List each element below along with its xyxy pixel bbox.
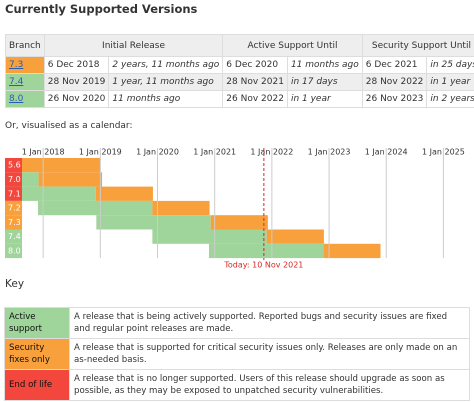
key-text: A release that is no longer supported. U… bbox=[69, 369, 470, 401]
version-label-bg bbox=[5, 172, 22, 187]
relative-date: in 1 year bbox=[286, 90, 363, 108]
header-cell: Branch bbox=[5, 34, 45, 57]
security-bar bbox=[38, 172, 103, 187]
tick-label: 1 Jan 2025 bbox=[422, 148, 465, 157]
active-bar bbox=[96, 215, 211, 230]
versions-table: Branch Initial Release Active Support Unti… bbox=[5, 34, 474, 108]
version-label-bg bbox=[5, 243, 22, 259]
date-cell: 26 Nov 2020 bbox=[43, 90, 110, 108]
key-heading: Key bbox=[5, 278, 25, 290]
header-cell: Initial Release bbox=[43, 34, 224, 57]
relative-date: 11 months ago bbox=[108, 90, 224, 108]
key-label: Security fixes only bbox=[4, 338, 70, 370]
key-label: Active support bbox=[4, 307, 70, 339]
version-label: 7.4 bbox=[8, 232, 21, 241]
version-label-bg bbox=[5, 229, 22, 244]
key-text: A release that is supported for critical… bbox=[69, 338, 470, 370]
header-cell: Active Support Until bbox=[222, 34, 363, 57]
header-cell: Security Support Until bbox=[361, 34, 474, 57]
version-label: 8.0 bbox=[8, 246, 21, 255]
tick-label: 1 Jan 2024 bbox=[365, 148, 408, 157]
version-label-bg bbox=[5, 186, 22, 201]
version-label-bg bbox=[5, 158, 22, 173]
tick-label: 1 Jan 2019 bbox=[79, 148, 122, 157]
version-row: 7.4 28 Nov 2019 1 year, 11 months ago 28 No… bbox=[5, 73, 474, 91]
active-bar bbox=[38, 200, 153, 216]
version-label: 7.0 bbox=[8, 175, 21, 184]
active-bar bbox=[22, 172, 39, 187]
tick-label: 1 Jan 2020 bbox=[136, 148, 179, 157]
active-bar bbox=[22, 186, 96, 201]
security-bar bbox=[22, 158, 101, 173]
security-bar bbox=[323, 243, 381, 259]
version-label-bg bbox=[5, 200, 22, 216]
today-label: Today: 10 Nov 2021 bbox=[223, 261, 303, 270]
tick-label: 1 Jan 2022 bbox=[250, 148, 293, 157]
version-link[interactable]: 7.4 bbox=[9, 77, 24, 87]
version-label-bg bbox=[5, 215, 22, 230]
branch-cell: 7.4 bbox=[5, 73, 45, 91]
date-cell: 26 Nov 2023 bbox=[361, 90, 428, 108]
security-bar bbox=[266, 229, 324, 244]
tick-label: 1 Jan 2018 bbox=[22, 148, 65, 157]
branch-cell: 8.0 bbox=[5, 90, 45, 108]
tick-label: 1 Jan 2023 bbox=[308, 148, 351, 157]
security-bar bbox=[152, 200, 210, 216]
version-label: 7.2 bbox=[8, 204, 21, 213]
key-label: End of life bbox=[4, 369, 70, 401]
version-row: 8.0 26 Nov 2020 11 months ago 26 Nov 2022 in… bbox=[5, 90, 474, 108]
tick-label: 1 Jan 2021 bbox=[193, 148, 236, 157]
version-label: 7.1 bbox=[8, 189, 21, 198]
heading: Currently Supported Versions bbox=[5, 2, 198, 16]
calendar: 1 Jan 2018 1 Jan 2019 1 Jan 2020 1 Jan 2021… bbox=[5, 148, 465, 270]
active-bar bbox=[208, 243, 324, 259]
header-row: Branch Initial Release Active Support Unti… bbox=[5, 34, 474, 57]
key-table: Active support A release that is being ac… bbox=[4, 307, 470, 401]
version-link[interactable]: 7.3 bbox=[9, 60, 24, 70]
version-label: 7.3 bbox=[8, 218, 21, 227]
active-bar bbox=[152, 229, 267, 244]
relative-date: in 2 years bbox=[426, 90, 474, 108]
version-label: 5.6 bbox=[8, 161, 21, 170]
key-text: A release that is being actively support… bbox=[69, 307, 470, 339]
security-bar bbox=[95, 186, 153, 201]
branch-cell: 7.3 bbox=[5, 56, 45, 74]
key-row: Security fixes only A release that is sup… bbox=[4, 338, 470, 370]
key-row: Active support A release that is being ac… bbox=[4, 307, 470, 339]
key-row: End of life A release that is no longer s… bbox=[4, 369, 470, 401]
version-link[interactable]: 8.0 bbox=[9, 94, 24, 104]
calendar-intro: Or, visualised as a calendar: bbox=[5, 121, 133, 131]
security-bar bbox=[210, 215, 268, 230]
